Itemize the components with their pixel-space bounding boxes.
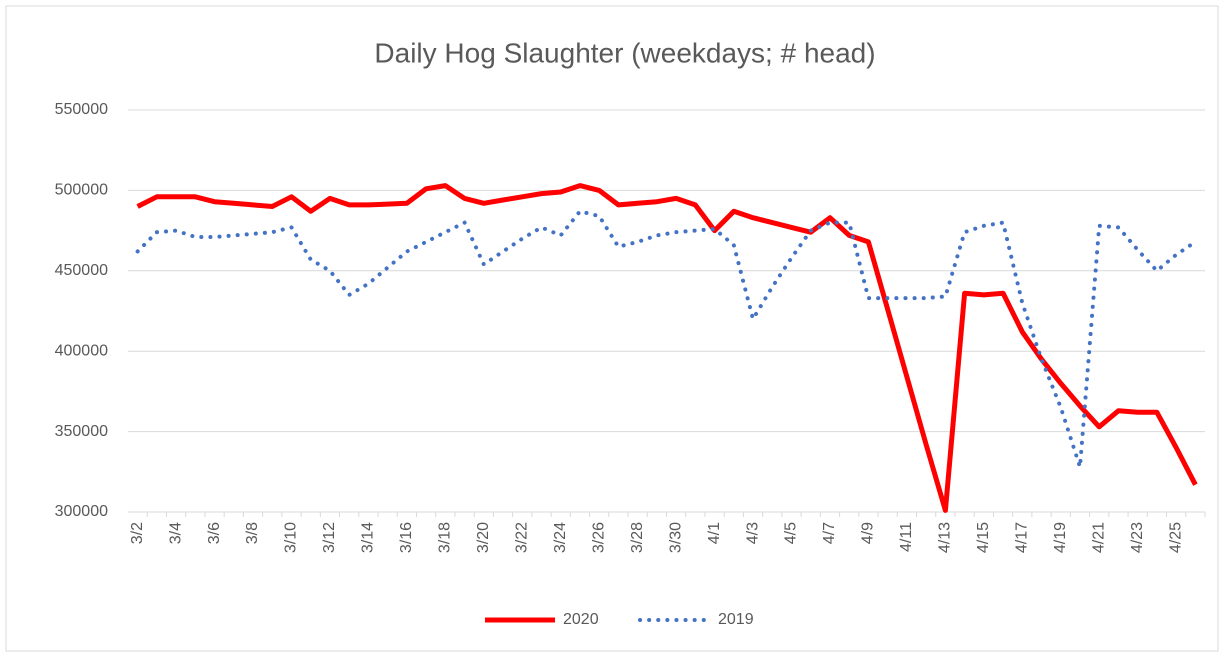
x-tick-label: 3/18 [437, 522, 454, 553]
x-tick-label: 4/1 [706, 522, 723, 544]
x-tick-label: 4/9 [860, 522, 877, 544]
x-tick-label: 3/22 [513, 522, 530, 553]
x-tick-label: 4/13 [937, 522, 954, 553]
y-tick-label: 500000 [55, 182, 108, 199]
x-tick-label: 4/17 [1014, 522, 1031, 553]
x-tick-label: 4/3 [744, 522, 761, 544]
x-tick-label: 4/23 [1129, 522, 1146, 553]
x-tick-label: 3/24 [552, 522, 569, 553]
series-line [135, 209, 1198, 469]
x-tick-label: 3/12 [321, 522, 338, 553]
x-tick-label: 4/19 [1052, 522, 1069, 553]
chart-frame [5, 5, 1219, 652]
legend-label: 2019 [718, 611, 754, 628]
x-tick-label: 3/2 [129, 522, 146, 544]
x-tick-label: 3/6 [206, 522, 223, 544]
x-tick-label: 4/25 [1167, 522, 1184, 553]
y-tick-label: 550000 [55, 101, 108, 118]
y-tick-label: 300000 [55, 503, 108, 520]
x-tick-label: 3/14 [360, 522, 377, 553]
x-tick-label: 3/10 [283, 522, 300, 553]
y-tick-label: 450000 [55, 262, 108, 279]
x-tick-label: 4/21 [1090, 522, 1107, 553]
x-tick-label: 4/11 [898, 522, 915, 552]
series-line [136, 183, 1198, 513]
x-tick-label: 3/26 [590, 522, 607, 553]
chart-title: Daily Hog Slaughter (weekdays; # head) [374, 37, 875, 68]
x-tick-label: 3/8 [244, 522, 261, 544]
legend-label: 2020 [563, 611, 599, 628]
x-tick-label: 3/20 [475, 522, 492, 553]
x-tick-label: 3/28 [629, 522, 646, 553]
x-tick-label: 3/30 [667, 522, 684, 553]
x-tick-label: 4/5 [783, 522, 800, 544]
x-tick-label: 4/15 [975, 522, 992, 553]
x-tick-label: 3/4 [167, 522, 184, 544]
x-tick-label: 4/7 [821, 522, 838, 544]
y-tick-label: 400000 [55, 342, 108, 359]
y-tick-label: 350000 [55, 423, 108, 440]
x-tick-label: 3/16 [398, 522, 415, 553]
